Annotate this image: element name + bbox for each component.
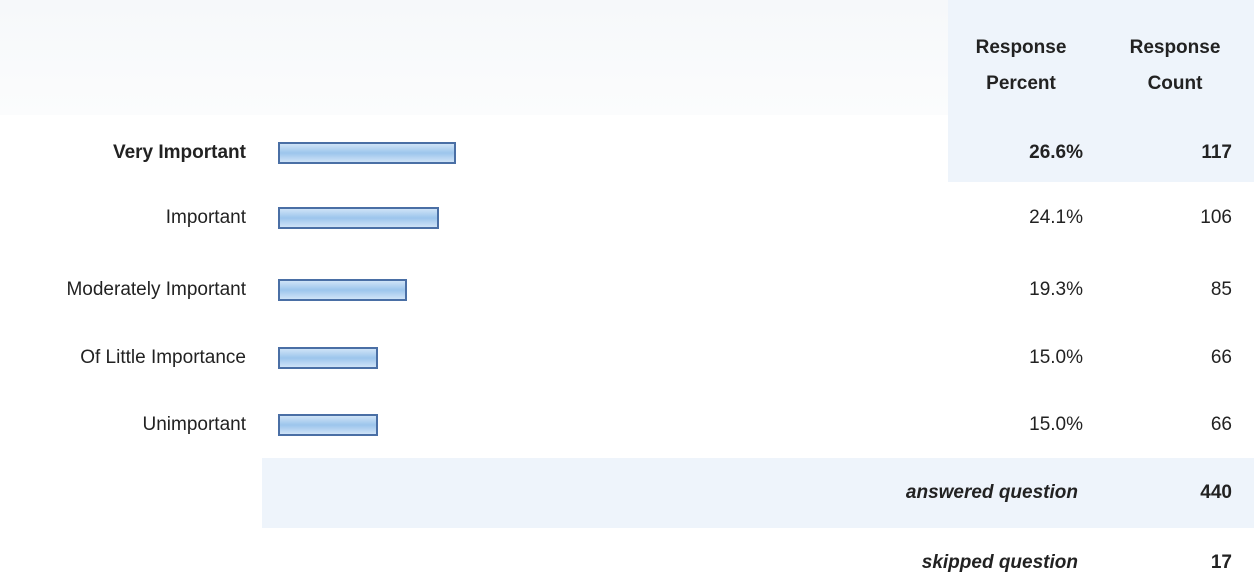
summary-count: 17 bbox=[1210, 552, 1232, 573]
bar bbox=[278, 347, 379, 369]
header-background bbox=[0, 0, 948, 115]
column-header-background bbox=[948, 0, 1254, 182]
response-percent: 15.0% bbox=[1029, 414, 1083, 435]
column-header: Response Percent bbox=[975, 37, 1067, 94]
answered-row-background bbox=[262, 458, 1254, 528]
response-percent: 24.1% bbox=[1029, 207, 1083, 228]
response-count: 85 bbox=[1210, 279, 1232, 300]
category-label: Moderately Important bbox=[66, 279, 246, 300]
bar bbox=[278, 279, 408, 301]
summary-label: answered question bbox=[905, 482, 1078, 503]
response-count: 117 bbox=[1201, 142, 1232, 163]
bar bbox=[278, 207, 440, 229]
column-header: Response Count bbox=[1129, 37, 1221, 94]
category-label: Unimportant bbox=[142, 414, 247, 435]
response-count: 66 bbox=[1210, 414, 1232, 435]
category-label: Very Important bbox=[112, 142, 246, 163]
summary-count: 440 bbox=[1200, 482, 1232, 503]
response-percent: 26.6% bbox=[1029, 142, 1083, 163]
bar bbox=[278, 142, 456, 164]
bar bbox=[278, 414, 379, 436]
response-percent: 19.3% bbox=[1029, 279, 1083, 300]
category-label: Of Little Importance bbox=[80, 347, 246, 368]
response-count: 106 bbox=[1200, 207, 1232, 228]
category-label: Important bbox=[165, 207, 246, 228]
response-percent: 15.0% bbox=[1029, 347, 1083, 368]
summary-label: skipped question bbox=[921, 552, 1078, 573]
response-count: 66 bbox=[1210, 347, 1232, 368]
